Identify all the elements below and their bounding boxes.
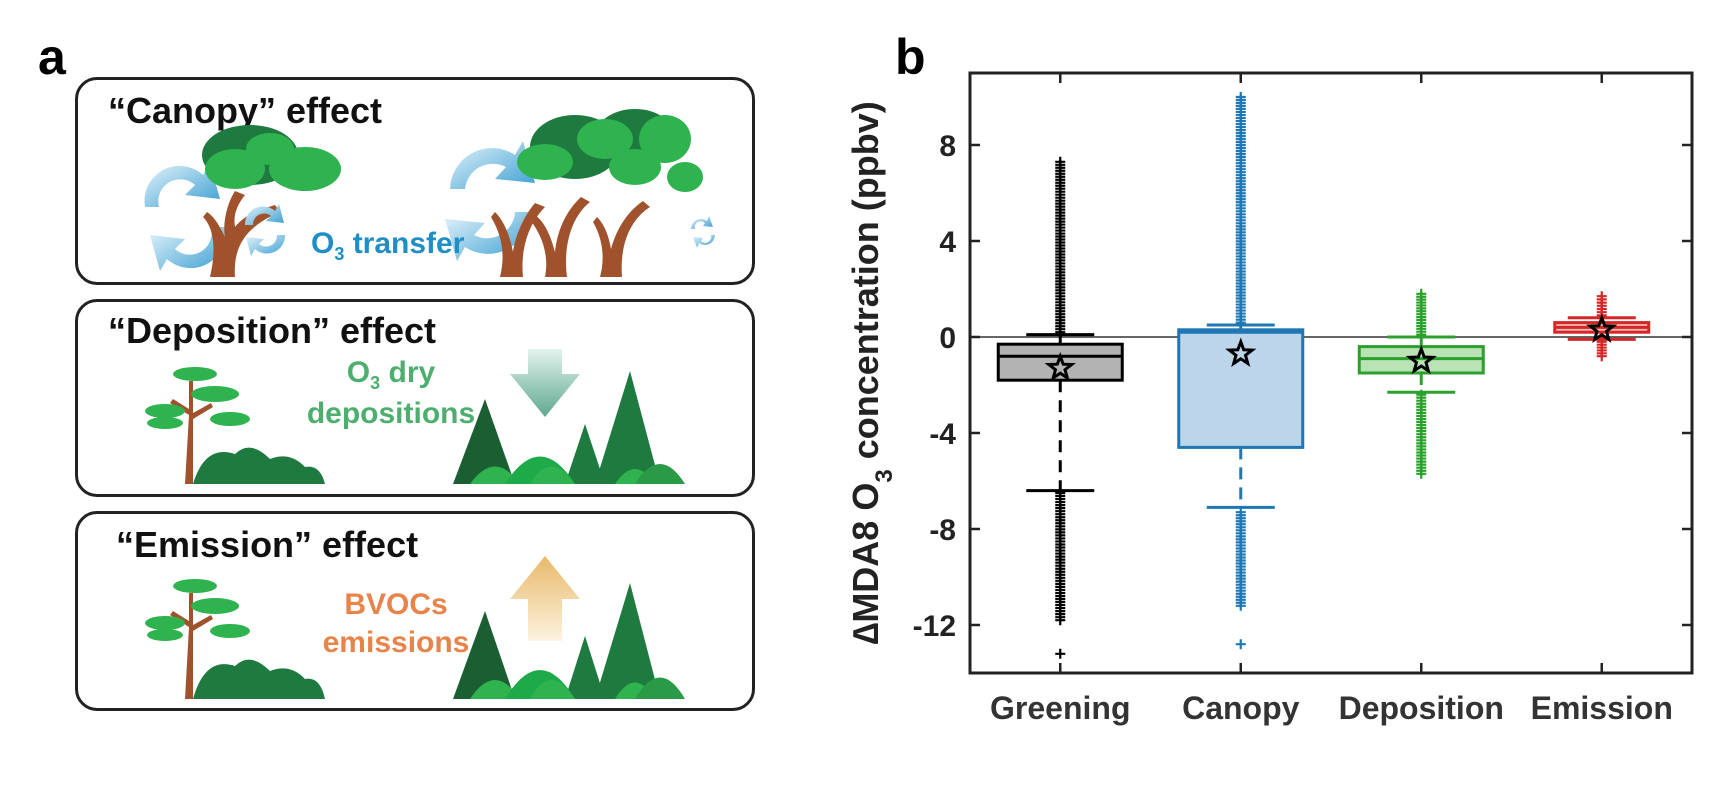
canopy-effect-box: “Canopy” effect: [75, 77, 755, 285]
emission-illustration: [145, 556, 685, 699]
tiny-recycle-icon: [691, 216, 715, 248]
o3-transfer-label: O3 transfer: [311, 225, 464, 266]
outlier-extreme: [1055, 648, 1066, 659]
bvocs-emissions-label: BVOCs emissions: [316, 586, 476, 661]
recycle-arrows-icon: [144, 163, 226, 271]
mean-star-marker: [1586, 313, 1618, 344]
box-iqr: [1177, 328, 1305, 449]
deposition-effect-box: “Deposition” effect O3 d: [75, 299, 755, 497]
pine-tree-illustration: [145, 367, 325, 484]
mountains-illustration-2: [453, 583, 685, 699]
outlier-high: [1055, 156, 1066, 167]
y-tick-label: -12: [913, 610, 956, 643]
o3-dry-depositions-label: O3 dry depositions: [306, 354, 476, 432]
forest-illustration: [491, 109, 703, 277]
y-tick-label: 4: [939, 226, 956, 259]
outlier-high: [1235, 92, 1246, 102]
bvocs-line-2: emissions: [322, 625, 470, 659]
emission-effect-box: “Emission” effect BVOCs: [75, 511, 755, 711]
outlier-low: [1416, 389, 1427, 400]
o3-transfer-o: O: [311, 227, 335, 260]
outlier-low: [1055, 488, 1066, 498]
o3-transfer-text: transfer: [344, 227, 465, 260]
up-arrow-icon: [510, 556, 580, 641]
box-canopy: [1177, 92, 1305, 650]
mean-star-marker: [1044, 351, 1076, 382]
panel-b-letter: b: [895, 29, 926, 85]
outlier-low: [1235, 507, 1246, 518]
y-label-sub: 3: [871, 469, 898, 482]
y-tick-label: 0: [939, 322, 956, 355]
x-tick-label: Deposition: [1339, 690, 1504, 726]
y-tick-label: -8: [929, 514, 956, 547]
recycle-arrows-icon-2: [445, 141, 535, 261]
outlier-extreme: [1235, 639, 1246, 650]
outlier-low: [1596, 336, 1607, 347]
dry-o: O: [346, 356, 371, 389]
canopy-illustration: [144, 109, 715, 277]
tree-illustration: [202, 125, 341, 277]
outlier-high: [1416, 288, 1427, 299]
dry-sub: 3: [370, 373, 381, 393]
x-tick-label: Emission: [1531, 690, 1673, 726]
box-deposition: [1357, 288, 1485, 479]
outlier-high: [1596, 291, 1607, 302]
o3-transfer-sub: 3: [334, 244, 345, 264]
y-label-prefix: ∆MDA8 O: [845, 483, 886, 645]
y-tick-label: 8: [939, 130, 956, 163]
box-greening: [996, 156, 1124, 659]
down-arrow-icon: [510, 349, 580, 417]
dry-rest: dry: [380, 356, 436, 389]
canopy-effect-title: “Canopy” effect: [108, 90, 383, 131]
emission-effect-title: “Emission” effect: [116, 524, 419, 565]
mean-star-marker: [1225, 337, 1257, 368]
pine-tree-illustration-2: [145, 579, 325, 699]
y-axis-label: ∆MDA8 O3 concentration (ppbv): [845, 101, 898, 644]
mountains-illustration: [453, 371, 685, 484]
dry-line-2: depositions: [306, 396, 476, 430]
box-emission: [1553, 291, 1651, 362]
bvocs-line-1: BVOCs: [344, 588, 448, 621]
panel-a-letter: a: [38, 29, 66, 85]
y-tick-label: -4: [929, 418, 956, 451]
deposition-effect-title: “Deposition” effect: [108, 310, 437, 351]
dry-line-1: O3 dry: [306, 354, 476, 395]
deposition-illustration: [145, 349, 685, 484]
x-tick-label: Canopy: [1182, 690, 1300, 726]
y-label-suffix: concentration (ppbv): [845, 101, 886, 469]
plot-frame: [968, 71, 1694, 675]
x-tick-label: Greening: [990, 690, 1130, 726]
mean-star-marker: [1405, 344, 1437, 375]
small-recycle-icon: [244, 204, 286, 256]
